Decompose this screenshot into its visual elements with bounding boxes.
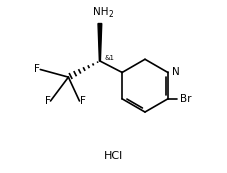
Text: Br: Br [180,94,191,104]
Text: F: F [44,96,50,106]
Text: HCl: HCl [104,151,123,161]
Text: 2: 2 [109,10,114,19]
Text: NH: NH [93,7,109,17]
Text: F: F [80,96,85,106]
Text: F: F [34,65,40,75]
Text: N: N [172,67,180,77]
Polygon shape [98,24,102,61]
Text: &1: &1 [105,55,115,61]
